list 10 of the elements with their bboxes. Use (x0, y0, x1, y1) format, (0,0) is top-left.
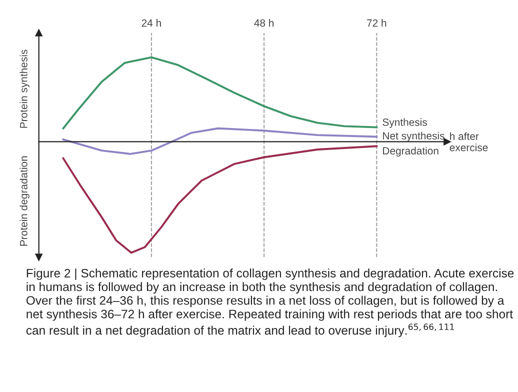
series-label: Synthesis (382, 118, 427, 128)
x-tick-label: 48 h (254, 19, 274, 27)
series-label: Degradation (383, 146, 438, 157)
x-tick-label: 24 h (142, 19, 161, 27)
x-tick-label: 72 h (367, 19, 386, 27)
text: Protein degradation (20, 156, 30, 246)
caption: Figure 2 | Schematic representation of collagen synthesis and degradation. Acute exercise in humans is followed by an increase in both the synthesis and degradation of collagen. Over the first 24–36 h, this response results in a net loss of collagen, but is followed by a net synthesis 36–72 h after exercise. Repeated training with rest periods that are too short can result in a net degradation of the matrix and lead to overuse injury.$^{65,66,111}$ (26, 268, 514, 338)
x-axis-title: h after exercise (450, 132, 488, 152)
y-axis-title: Protein synthesis (20, 50, 30, 128)
series-label: Net synthesis (383, 132, 444, 142)
